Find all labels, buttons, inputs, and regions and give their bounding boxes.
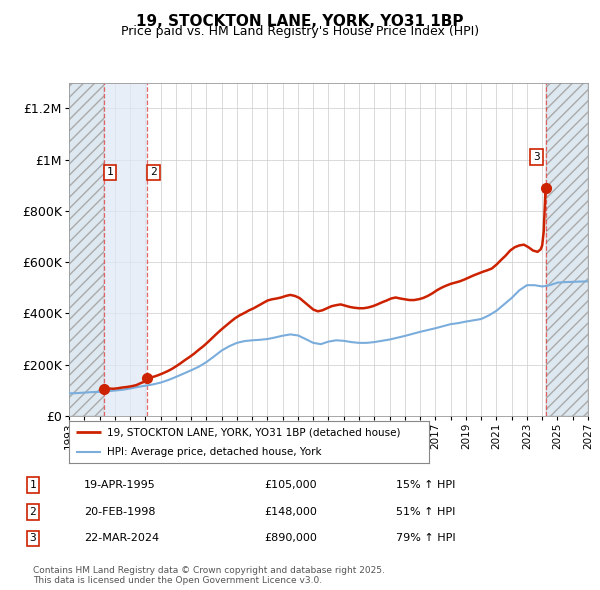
Text: £890,000: £890,000	[264, 533, 317, 543]
Text: 1: 1	[107, 168, 113, 178]
Text: 22-MAR-2024: 22-MAR-2024	[84, 533, 159, 543]
Text: 19-APR-1995: 19-APR-1995	[84, 480, 156, 490]
Text: 3: 3	[29, 533, 37, 543]
Bar	[545, 83, 588, 416]
Text: Price paid vs. HM Land Registry's House Price Index (HPI): Price paid vs. HM Land Registry's House …	[121, 25, 479, 38]
Text: 3: 3	[533, 152, 540, 162]
Text: 2: 2	[150, 168, 157, 178]
Text: 79% ↑ HPI: 79% ↑ HPI	[396, 533, 455, 543]
Text: 15% ↑ HPI: 15% ↑ HPI	[396, 480, 455, 490]
Text: 1: 1	[29, 480, 37, 490]
Text: 20-FEB-1998: 20-FEB-1998	[84, 507, 155, 517]
Bar	[104, 83, 148, 416]
Bar	[69, 83, 104, 416]
Text: Contains HM Land Registry data © Crown copyright and database right 2025.
This d: Contains HM Land Registry data © Crown c…	[33, 566, 385, 585]
Text: 19, STOCKTON LANE, YORK, YO31 1BP (detached house): 19, STOCKTON LANE, YORK, YO31 1BP (detac…	[107, 427, 400, 437]
Text: £105,000: £105,000	[264, 480, 317, 490]
Text: 51% ↑ HPI: 51% ↑ HPI	[396, 507, 455, 517]
Text: £148,000: £148,000	[264, 507, 317, 517]
Text: 2: 2	[29, 507, 37, 517]
Text: HPI: Average price, detached house, York: HPI: Average price, detached house, York	[107, 447, 322, 457]
Text: 19, STOCKTON LANE, YORK, YO31 1BP: 19, STOCKTON LANE, YORK, YO31 1BP	[136, 14, 464, 29]
